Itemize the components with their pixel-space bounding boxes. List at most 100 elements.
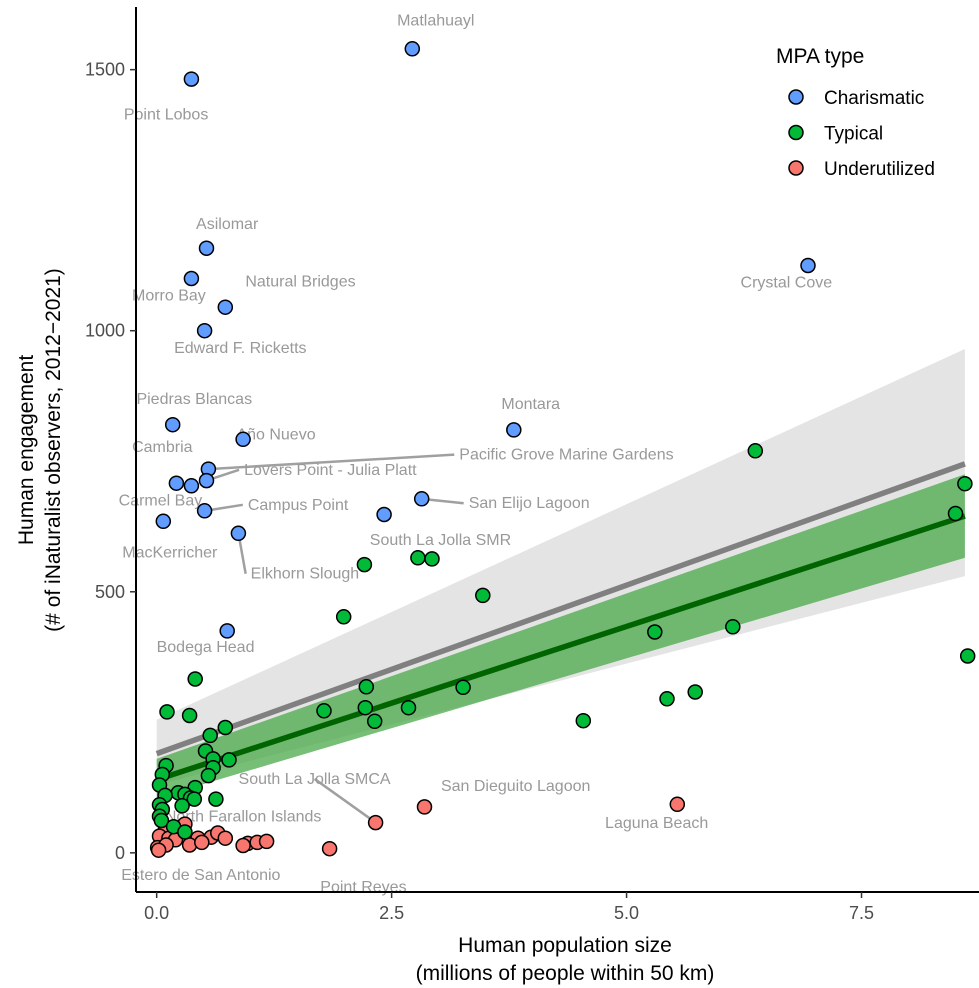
point-label: Bodega Head [157, 639, 255, 656]
y-axis-ticks: 0 500 1000 1500 [85, 60, 136, 863]
data-point-typical [647, 624, 663, 640]
legend-label-typical: Typical [824, 124, 883, 145]
point-label: Matlahuayl [397, 12, 474, 29]
point-label: San Dieguito Lagoon [441, 778, 590, 795]
point-label: MacKerricher [122, 544, 218, 561]
data-point-typical [202, 727, 218, 744]
data-point-typical [747, 443, 764, 459]
data-point-typical [575, 712, 592, 729]
point-label: Montara [501, 396, 560, 413]
data-point-typical [335, 609, 352, 625]
y-tick-label: 0 [115, 843, 125, 863]
data-point-typical [947, 505, 964, 522]
legend-title: MPA type [776, 45, 864, 68]
data-point-underutilized [150, 842, 167, 858]
legend-key-charismatic [788, 89, 804, 105]
point-label: Campus Point [248, 497, 349, 514]
data-point-typical [356, 556, 373, 573]
data-point-underutilized [194, 834, 210, 851]
data-point-charismatic [164, 416, 181, 433]
data-point-charismatic [230, 525, 247, 542]
label-leader-line [313, 777, 377, 824]
confidence-band-2 [156, 474, 965, 798]
data-point-underutilized [258, 833, 275, 850]
data-point-charismatic [168, 475, 185, 491]
data-point-charismatic [183, 478, 200, 494]
legend-key-underutilized [788, 160, 804, 176]
data-point-typical [159, 704, 175, 720]
data-point-typical [316, 703, 332, 719]
data-point-typical [400, 699, 417, 716]
data-point-underutilized [321, 840, 338, 857]
data-point-underutilized [235, 837, 251, 854]
data-point-typical [475, 587, 491, 604]
point-label: Año Nuevo [236, 426, 315, 443]
point-label: Crystal Cove [741, 274, 833, 291]
label-leader-line [208, 453, 455, 471]
data-point-typical [186, 791, 203, 807]
data-point-underutilized [217, 830, 234, 846]
x-axis-title-line-1: Human population size [458, 934, 672, 957]
point-label: North Farallon Islands [165, 809, 322, 826]
data-point-charismatic [196, 322, 213, 339]
data-point-charismatic [404, 41, 421, 57]
data-point-typical [200, 767, 217, 784]
data-point-typical [217, 719, 234, 736]
x-tick-label: 2.5 [379, 903, 404, 923]
x-axis-title-line-2: (millions of people within 50 km) [416, 962, 715, 985]
data-point-typical [410, 550, 426, 566]
data-points [149, 41, 976, 858]
y-tick-label: 1500 [85, 60, 125, 80]
data-point-charismatic [155, 513, 172, 530]
data-point-typical [208, 791, 224, 807]
point-label: Natural Bridges [245, 273, 355, 290]
point-label: Laguna Beach [605, 815, 708, 832]
trend-lines [155, 461, 966, 783]
trend-line-1 [155, 461, 966, 757]
data-point-typical [424, 551, 440, 567]
data-point-charismatic [198, 472, 215, 489]
data-point-charismatic [219, 623, 235, 639]
point-label: Asilomar [196, 216, 259, 233]
data-point-charismatic [183, 270, 200, 287]
data-point-charismatic [413, 491, 430, 507]
legend-key-typical [788, 124, 804, 141]
x-tick-label: 7.5 [849, 903, 874, 923]
data-point-typical [366, 713, 383, 730]
point-label: Point Lobos [124, 106, 209, 123]
confidence-band-1 [156, 349, 965, 785]
x-axis-title: Human population size (millions of peopl… [416, 934, 715, 985]
data-point-typical [221, 752, 237, 768]
point-label: Point Reyes [320, 879, 406, 896]
x-axis-ticks: 0.0 2.5 5.0 7.5 [144, 892, 874, 923]
point-label: Carmel Bay [119, 493, 203, 510]
confidence-bands [156, 349, 965, 798]
data-point-typical [725, 619, 741, 635]
point-label: Pacific Grove Marine Gardens [459, 447, 673, 464]
data-point-typical [358, 679, 375, 695]
trend-line-2 [155, 513, 966, 783]
point-label: South La Jolla SMR [370, 532, 511, 549]
data-point-underutilized [669, 796, 686, 813]
data-point-charismatic [198, 240, 215, 256]
y-tick-label: 500 [95, 582, 125, 602]
y-axis-title-line-1: Human engagement [15, 355, 38, 545]
point-label: San Elijo Lagoon [469, 495, 590, 512]
data-point-underutilized [367, 814, 384, 831]
data-point-typical [455, 679, 471, 696]
legend-label-underutilized: Underutilized [824, 159, 935, 180]
point-label: South La Jolla SMCA [239, 771, 391, 788]
y-axis-title: Human engagement (# of iNaturalist obser… [15, 268, 65, 632]
data-point-typical [187, 671, 203, 687]
data-point-typical [177, 824, 193, 840]
point-label: Lovers Point - Julia Platt [244, 462, 417, 479]
data-point-charismatic [217, 299, 234, 315]
data-point-charismatic [235, 431, 251, 448]
data-point-charismatic [376, 506, 392, 523]
data-point-typical [957, 475, 973, 492]
point-label: Cambria [132, 439, 193, 456]
data-point-charismatic [506, 422, 522, 438]
data-point-underutilized [416, 799, 433, 815]
data-point-charismatic [196, 503, 213, 519]
